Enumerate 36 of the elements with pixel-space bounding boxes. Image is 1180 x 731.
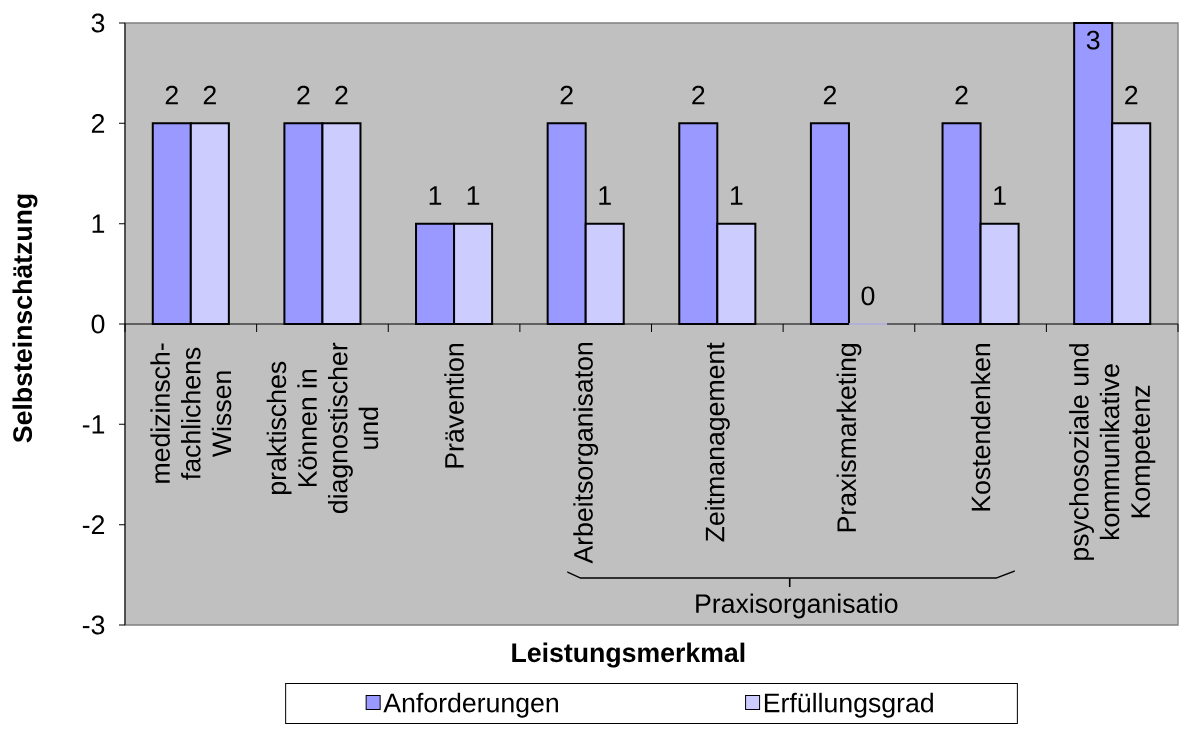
- x-tick-label: Prävention: [444, 344, 464, 468]
- legend-label: Anforderungen: [383, 692, 558, 718]
- data-label: 1: [599, 186, 611, 205]
- data-label: 2: [165, 85, 178, 105]
- y-tick-label: 0: [91, 314, 105, 334]
- data-label: 2: [823, 85, 836, 105]
- x-tick-label: psychosoziale und kommunikative Kompetenz: [1069, 344, 1156, 560]
- y-tick-label: -1: [82, 415, 105, 434]
- data-label: 3: [1086, 30, 1100, 50]
- data-label: 2: [560, 85, 573, 105]
- data-label: 1: [429, 186, 442, 205]
- data-label: 2: [1125, 85, 1138, 105]
- annotation: Praxisorganisatio: [696, 593, 898, 619]
- data-label: 0: [861, 286, 875, 306]
- x-axis-title: Leistungsmerkmal: [512, 642, 745, 668]
- y-tick-label: 3: [91, 13, 105, 33]
- x-tick-label: Praxismarketing: [836, 344, 862, 532]
- legend-label: Erfüllungsgrad: [764, 692, 933, 718]
- data-label: 1: [467, 186, 480, 205]
- data-label: 2: [297, 85, 310, 105]
- y-tick-label: -3: [82, 615, 105, 635]
- x-tick-label: Zeitmanagement: [704, 342, 730, 542]
- x-tick-label: medizinsch-fachlichens Wissen: [150, 343, 232, 483]
- y-tick-label: 1: [92, 214, 105, 233]
- x-tick-label: Arbeitsorganisaton: [573, 343, 599, 564]
- data-label: 2: [335, 85, 348, 105]
- y-axis-title: Selbsteinschätzung: [12, 194, 38, 443]
- y-tick-label: -2: [82, 515, 105, 534]
- x-tick-label: Kostendenken: [970, 344, 991, 511]
- data-label: 2: [203, 85, 216, 105]
- data-label: 2: [692, 85, 705, 105]
- data-label: 1: [994, 186, 1006, 205]
- data-label: 1: [730, 186, 743, 205]
- y-tick-label: 2: [91, 114, 105, 133]
- data-label: 2: [955, 85, 968, 105]
- x-tick-label: praktisches Können in diagnostischer und: [266, 342, 379, 514]
